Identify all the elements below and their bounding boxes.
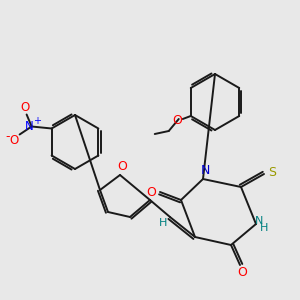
Text: N: N (200, 164, 210, 178)
Text: H: H (159, 218, 167, 228)
Text: O: O (172, 113, 182, 127)
Text: H: H (260, 223, 268, 233)
Text: +: + (33, 116, 41, 125)
Text: N: N (25, 120, 34, 133)
Text: O: O (117, 160, 127, 172)
Text: O: O (9, 134, 18, 147)
Text: O: O (237, 266, 247, 280)
Text: N: N (255, 216, 263, 226)
Text: O: O (20, 101, 29, 114)
Text: -: - (5, 130, 10, 143)
Text: O: O (146, 185, 156, 199)
Text: S: S (268, 166, 276, 178)
